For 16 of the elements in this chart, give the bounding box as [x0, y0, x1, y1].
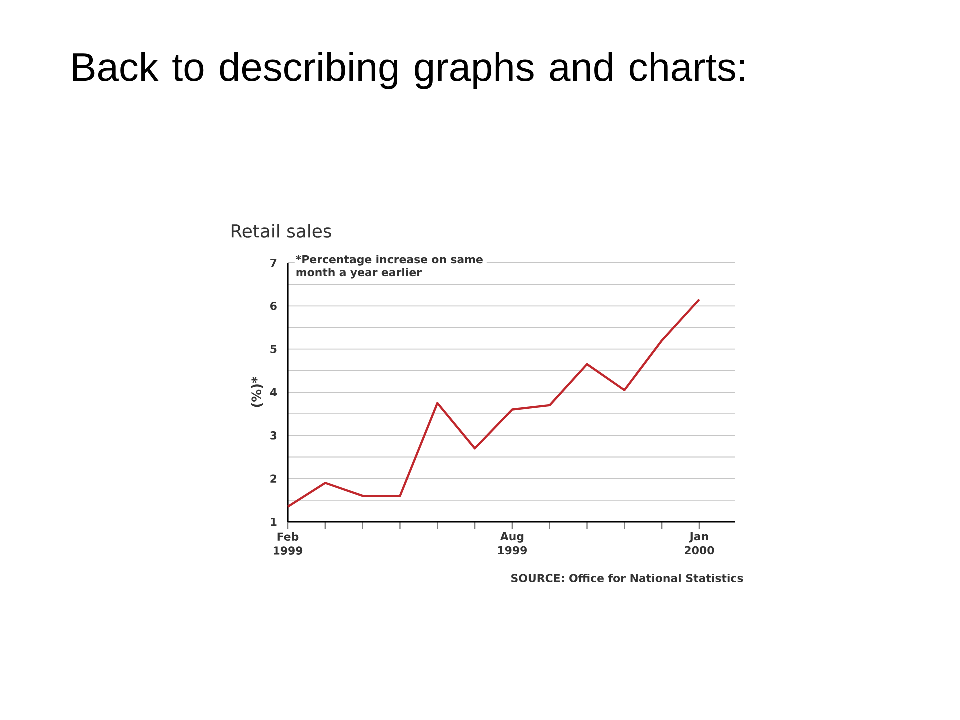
- y-axis-title: (%)*: [251, 376, 264, 408]
- x-tick-label: Aug 1999: [498, 532, 527, 555]
- y-tick-label: 3: [270, 432, 277, 440]
- line-series: [286, 298, 701, 508]
- y-tick-label: 5: [270, 345, 277, 354]
- y-tick-label: 2: [270, 474, 277, 483]
- y-tick-label: 4: [270, 388, 277, 396]
- y-tick-label: 6: [270, 302, 277, 310]
- source-note: SOURCE: Office for National Statistics: [512, 574, 744, 582]
- y-tick-label: 7: [270, 259, 277, 267]
- x-tick-label: Feb 1999: [274, 532, 303, 555]
- chart-subtitle: Retail sales: [232, 224, 332, 238]
- chart-title: Back to describing graphs and charts:: [73, 52, 744, 90]
- annotation: *Percentage increase on same month a year earlier: [296, 255, 483, 279]
- y-tick-label: 1: [271, 518, 277, 526]
- x-tick-label: Jan 2000: [685, 532, 714, 555]
